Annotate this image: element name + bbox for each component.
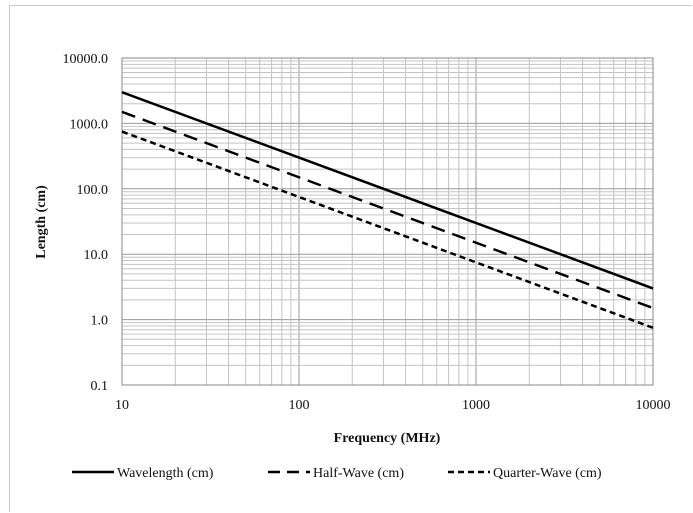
y-tick-label: 1.0 bbox=[91, 314, 109, 329]
y-tick-label: 10000.0 bbox=[63, 52, 109, 67]
x-tick-label: 100 bbox=[289, 398, 310, 413]
plot-area-border bbox=[121, 57, 654, 386]
y-tick-label: 0.1 bbox=[91, 379, 109, 394]
x-tick-label: 10 bbox=[115, 398, 129, 413]
series-line-1 bbox=[121, 91, 654, 290]
series-line-2 bbox=[121, 110, 654, 310]
x-tick-label: 10000 bbox=[636, 398, 671, 413]
plot-border bbox=[121, 57, 654, 386]
y-axis-title: Length (cm) bbox=[34, 185, 49, 259]
legend-label-1: Wavelength (cm) bbox=[117, 466, 214, 481]
legend: Wavelength (cm) Half-Wave (cm) Quarter-Wav… bbox=[72, 466, 602, 481]
y-tick-label: 1000.0 bbox=[70, 117, 109, 132]
plot-grid bbox=[121, 58, 653, 386]
chart-frame bbox=[9, 5, 692, 512]
legend-label-3: Quarter-Wave (cm) bbox=[493, 466, 602, 481]
x-tick-label: 1000 bbox=[462, 398, 490, 413]
y-tick-label: 100.0 bbox=[77, 183, 109, 198]
series-line-3 bbox=[121, 130, 654, 329]
x-axis-title: Frequency (MHz) bbox=[334, 431, 441, 446]
x-tick-labels: 10 100 1000 10000 bbox=[115, 398, 671, 413]
legend-label-2: Half-Wave (cm) bbox=[313, 466, 404, 481]
y-tick-label: 10.0 bbox=[84, 248, 109, 263]
y-tick-labels: 0.1 1.0 10.0 100.0 1000.0 10000.0 bbox=[63, 52, 109, 394]
series-group bbox=[121, 91, 654, 329]
